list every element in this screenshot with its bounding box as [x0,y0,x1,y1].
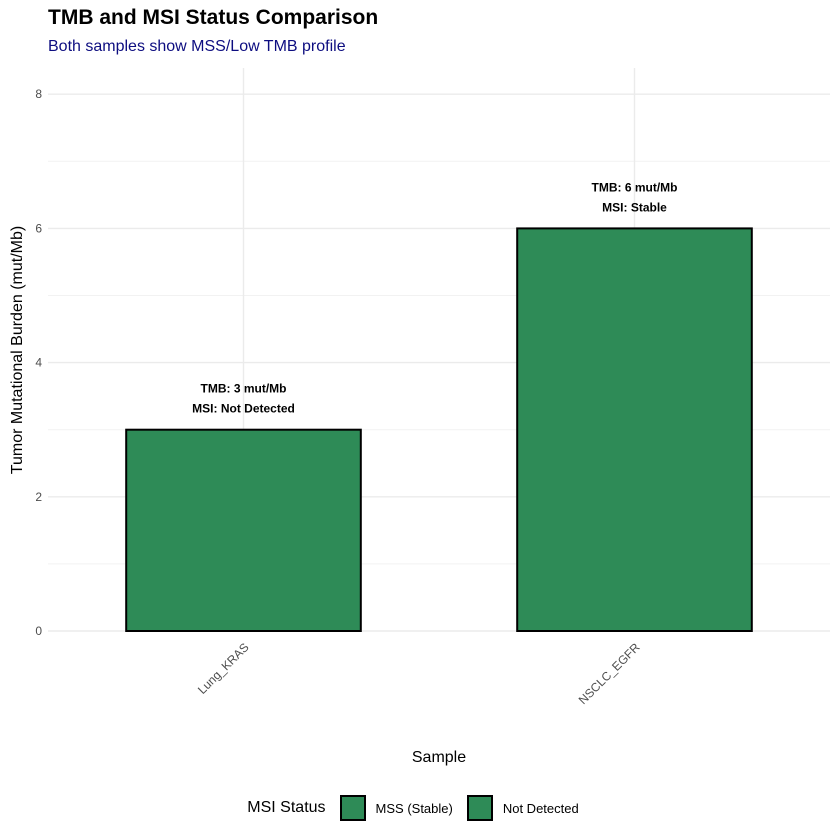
x-tick-label: Lung_KRAS [195,640,252,697]
x-axis-title: Sample [412,749,466,766]
legend-item-mss: MSS (Stable) [339,795,453,821]
y-tick-label: 0 [35,624,42,638]
y-tick-label: 4 [35,356,42,370]
bar-data-label: MSI: Stable [602,200,667,214]
x-tick-label: NSCLC_EGFR [576,640,643,707]
legend-title: MSI Status [247,799,326,816]
bar-data-label: TMB: 6 mut/Mb [592,180,678,194]
legend-key-not-detected [466,795,493,821]
y-tick-label: 6 [35,221,42,235]
legend-label-mss: MSS (Stable) [375,800,453,816]
bar-data-label: TMB: 3 mut/Mb [201,382,287,396]
bar-nsclc-egfr [516,227,753,632]
legend-item-not-detected: Not Detected [466,795,579,821]
y-tick-label: 2 [35,490,42,504]
bar-chart: 0 2 4 6 8 TMB: 3 mut/Mb MSI: Not Detected TMB: … [9,68,830,766]
chart-subtitle: Both samples show MSS/Low TMB profile [48,38,346,55]
legend-key-mss [339,795,366,821]
legend: MSI Status MSS (Stable) Not Detected [0,790,840,826]
y-tick-label: 8 [35,87,42,101]
bar-data-label: MSI: Not Detected [192,402,295,416]
legend-label-not-detected: Not Detected [502,800,579,816]
chart-title: TMB and MSI Status Comparison [48,6,379,29]
y-axis-title: Tumor Mutational Burden (mut/Mb) [9,226,26,474]
bar-lung-kras [125,428,362,633]
